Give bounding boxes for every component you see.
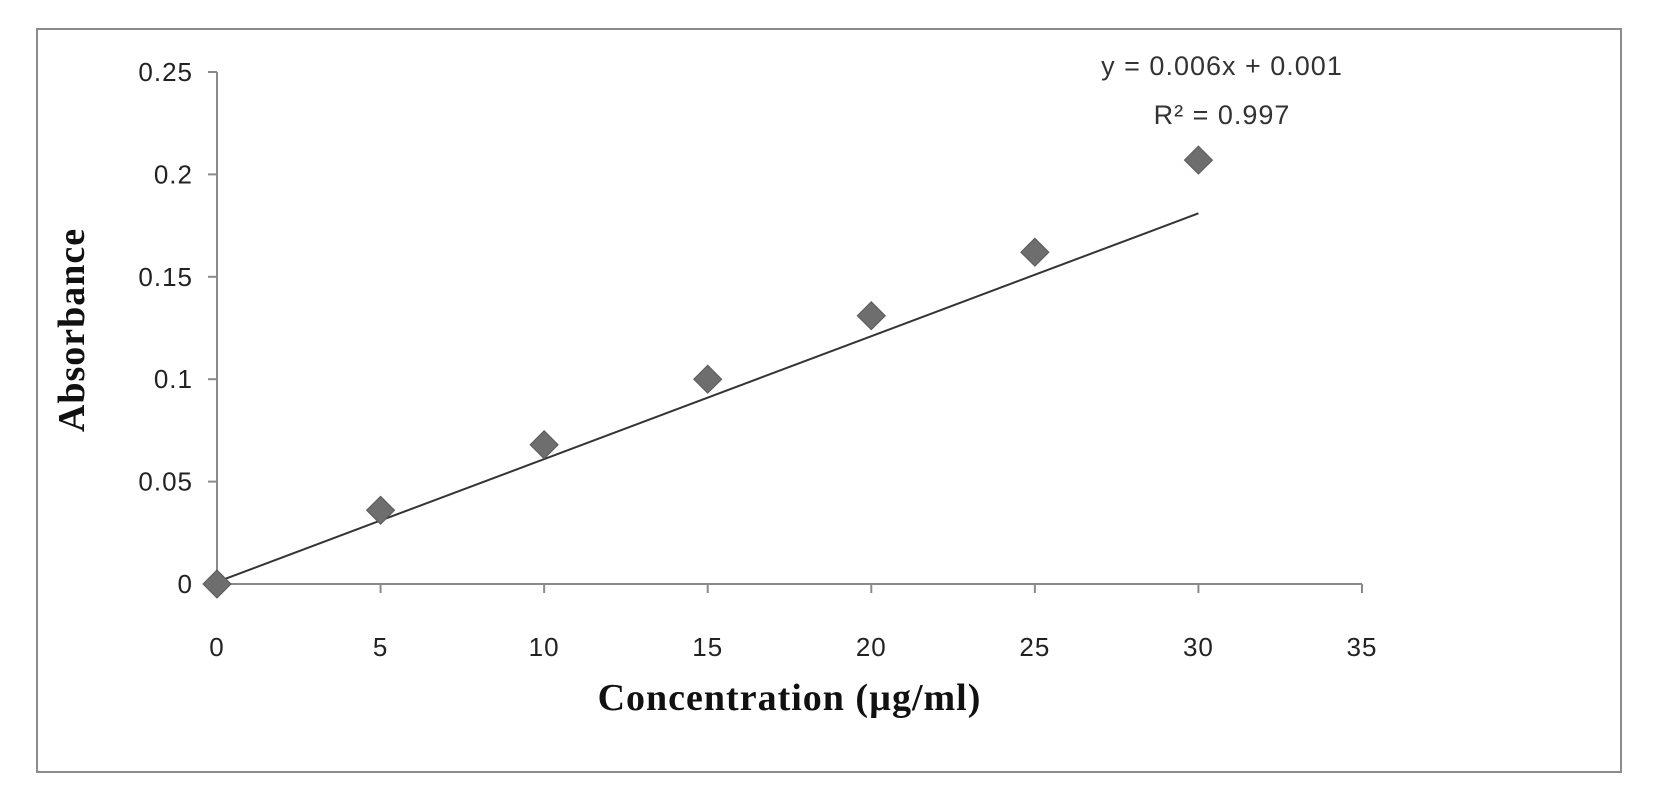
x-ticks: 0 5 10 15 20 25 30 35 [209,584,1378,662]
data-point [1183,145,1214,175]
x-axis-title: Concentration (µg/ml) [598,677,982,719]
y-tick-label: 0.25 [138,57,193,87]
y-tick-label: 0.1 [154,364,193,394]
y-axis-title: Absorbance [51,228,93,432]
trendline-group [216,212,1199,583]
y-tick-label: 0.05 [138,467,193,497]
data-point [202,569,232,599]
data-point [365,495,396,525]
x-tick-label: 0 [209,632,224,662]
y-tick-label: 0.2 [154,159,193,189]
y-ticks: 0 0.05 0.1 0.15 0.2 0.25 [138,57,217,599]
chart-frame [36,28,1622,773]
data-point [856,301,886,331]
trendline-equation: y = 0.006x + 0.001 [1101,51,1343,81]
x-tick-label: 25 [1019,632,1050,662]
trendline [216,212,1199,583]
x-tick-label: 10 [529,632,560,662]
axes [216,72,1362,585]
data-point [1020,237,1050,267]
x-tick-label: 15 [692,632,723,662]
x-tick-label: 20 [856,632,887,662]
y-tick-label: 0.15 [138,262,193,292]
x-tick-label: 30 [1183,632,1214,662]
y-tick-label: 0 [178,569,193,599]
data-point [529,430,559,460]
x-tick-label: 35 [1347,632,1378,662]
r-squared-label: R² = 0.997 [1154,100,1291,130]
data-point [693,364,723,394]
x-tick-label: 5 [373,632,388,662]
data-points [202,145,1214,599]
